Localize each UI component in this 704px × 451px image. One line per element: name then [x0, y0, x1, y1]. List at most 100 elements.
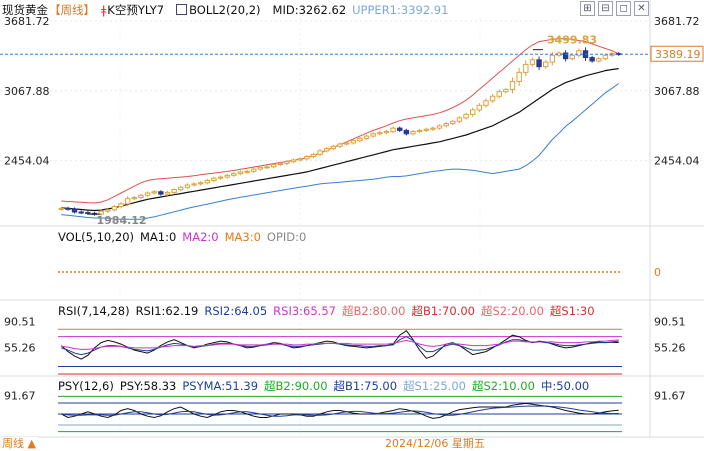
rsi-s1: 超S1:30: [549, 304, 595, 318]
candle-body: [562, 52, 569, 60]
psy-tick-label-left: 91.67: [4, 390, 36, 403]
psyma-value: PSYMA:51.39: [182, 379, 259, 393]
candle-body: [403, 129, 410, 135]
low-annotation: 1984.12: [96, 214, 146, 227]
psy-value: PSY:58.33: [119, 379, 177, 393]
psy-b2: 超B2:90.00: [264, 379, 328, 393]
rsi1-value: RSI1:62.19: [135, 304, 199, 318]
rsi-tick-label-left: 90.51: [4, 315, 36, 328]
candle-body: [197, 182, 204, 185]
rsi2-value: RSI2:64.05: [204, 304, 268, 318]
candle-body: [284, 161, 290, 164]
maximize-icon[interactable]: ◻: [616, 1, 631, 16]
candle-body: [330, 145, 337, 150]
footer-bar: 周线 ▲ 2024/12/06 星期五: [0, 437, 704, 451]
boll-label[interactable]: BOLL2(20,2): [176, 3, 266, 17]
period-label[interactable]: 【周线】: [49, 3, 95, 17]
high-annotation: 3499.83: [547, 34, 597, 47]
rsi-tick-label-right: 90.51: [654, 315, 686, 328]
candle-body: [131, 197, 138, 200]
candle-body: [297, 158, 303, 161]
candle-body: [317, 150, 323, 155]
kline-icon: ǂ: [101, 3, 107, 17]
candle-body: [324, 148, 330, 152]
candle-body: [456, 117, 463, 122]
rsi-tick-label-right: 55.26: [654, 342, 686, 355]
candle-body: [523, 63, 529, 73]
candle-body: [257, 166, 264, 170]
candle-body: [224, 174, 230, 178]
psy-series-line: [61, 405, 619, 417]
candle-body: [251, 168, 257, 172]
candle-body: [105, 209, 111, 212]
candle-body: [191, 183, 197, 186]
candle-body: [516, 71, 522, 82]
candle-body: [343, 142, 350, 145]
candle-body: [264, 166, 270, 169]
expand-icon[interactable]: ⊞: [580, 1, 595, 16]
boll-lower-line: [61, 83, 619, 220]
candle-body: [164, 191, 171, 195]
candle-body: [549, 54, 556, 63]
rsi-indicator-header[interactable]: RSI(7,14,28) RSI1:62.19 RSI2:64.05 RSI3:…: [58, 303, 601, 319]
boll-text: BOLL2(20,2): [189, 3, 261, 17]
vol-ma2: MA2:0: [182, 230, 219, 244]
y-tick-label-right: 3067.88: [654, 85, 700, 98]
candle-body: [350, 140, 356, 144]
symbol-name[interactable]: 现货黄金: [2, 3, 48, 17]
candle-body: [602, 54, 609, 60]
rsi-panel: [58, 328, 622, 375]
psy-b1: 超B1:75.00: [333, 379, 398, 393]
candle-body: [244, 170, 250, 173]
psy-s1: 超S1:25.00: [403, 379, 466, 393]
candle-body: [416, 129, 423, 133]
candle-body: [357, 137, 363, 142]
rsi-b1: 超B1:70.00: [411, 304, 475, 318]
mid-value: MID:3262.62: [272, 3, 347, 17]
y-tick-label-left: 3681.72: [4, 15, 50, 28]
upper-value: UPPER1:3392.91: [352, 3, 449, 17]
candle-body: [138, 194, 144, 199]
candle-body: [58, 207, 65, 210]
candle-body: [78, 211, 84, 214]
close-icon[interactable]: ✕: [634, 1, 649, 16]
candle-body: [397, 127, 403, 131]
candle-body: [436, 125, 443, 129]
rsi-series-line: [61, 336, 619, 356]
candle-body: [144, 192, 151, 196]
vol-tick-label: 0: [654, 266, 661, 279]
candle-body: [410, 131, 416, 135]
candle-body: [463, 113, 469, 119]
psy-tick-label-right: 91.67: [654, 390, 686, 403]
candle-body: [443, 123, 449, 127]
psy-mid: 中:50.00: [540, 379, 590, 393]
candle-body: [496, 91, 502, 97]
candle-body: [178, 186, 184, 191]
collapse-icon[interactable]: ⊟: [598, 1, 613, 16]
candle-body: [124, 198, 131, 205]
candle-body: [337, 143, 343, 147]
candle-body: [65, 207, 71, 210]
candle-body: [204, 179, 210, 184]
candle-body: [290, 159, 297, 163]
kline-label[interactable]: ǂK空预YLY7: [101, 2, 170, 18]
vol-indicator-header[interactable]: VOL(5,10,20) MA1:0 MA2:0 MA3:0 OPID:0: [58, 229, 312, 245]
candle-body: [277, 162, 283, 166]
y-tick-label-left: 3067.88: [4, 85, 50, 98]
candle-body: [304, 156, 310, 160]
candle-body: [118, 203, 124, 208]
psy-indicator-header[interactable]: PSY(12,6) PSY:58.33 PSYMA:51.39 超B2:90.0…: [58, 378, 595, 394]
candle-body: [158, 191, 164, 195]
candle-body: [589, 57, 595, 62]
grid-layer: [0, 0, 704, 438]
period-switch[interactable]: 周线 ▲: [0, 437, 38, 451]
candle-body: [483, 100, 489, 106]
kline-text: K空预YLY7: [107, 3, 165, 17]
vol-name: VOL(5,10,20): [58, 230, 134, 244]
candle-body: [536, 59, 542, 68]
candle-body: [184, 184, 191, 188]
psy-series-line: [61, 402, 619, 419]
candle-body: [237, 171, 244, 175]
